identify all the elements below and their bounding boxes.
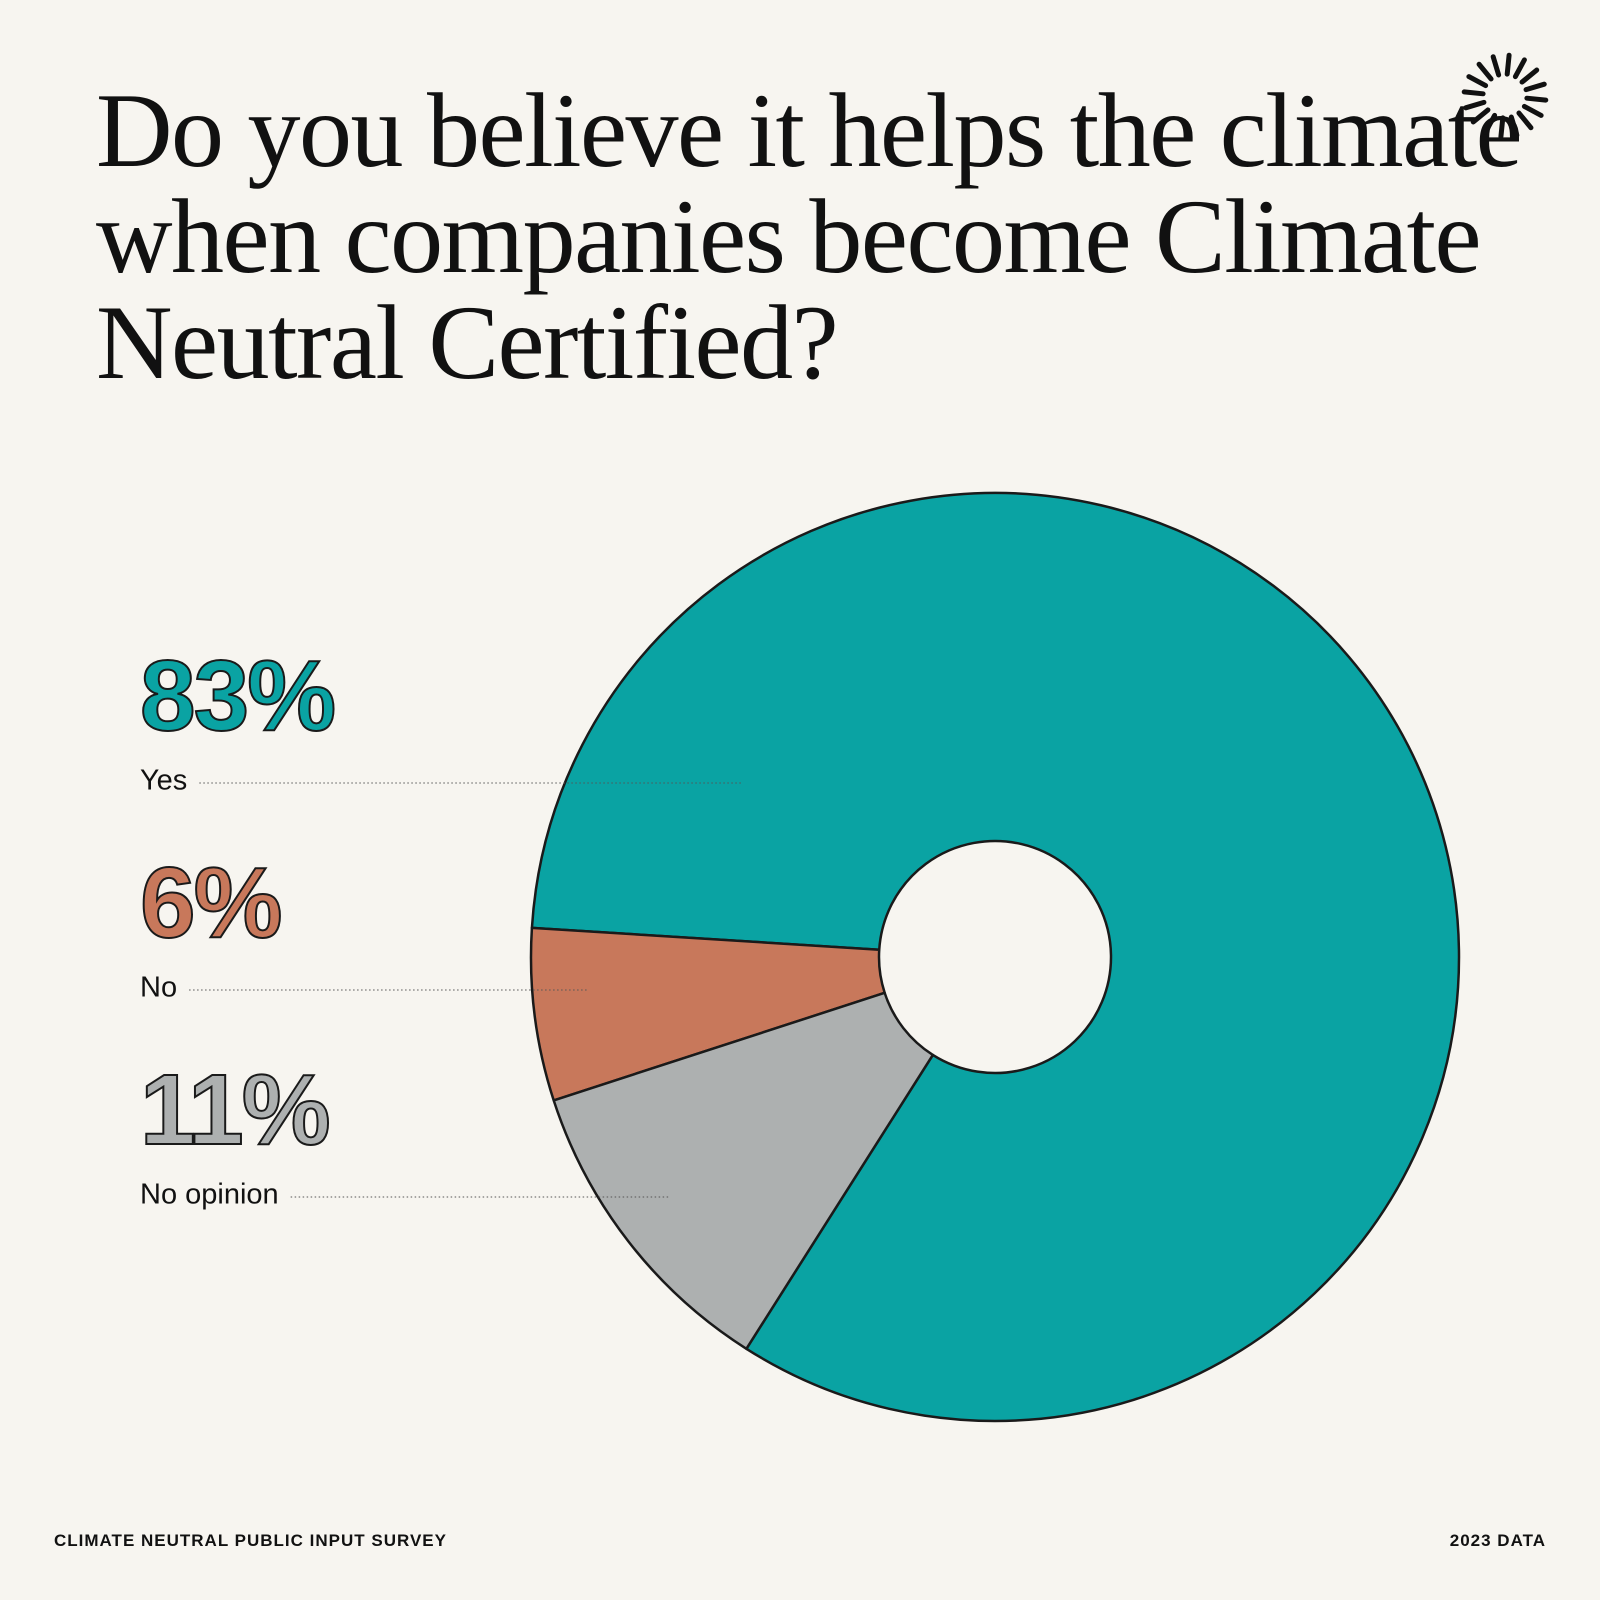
logo-ray [1498, 115, 1506, 140]
date-label: 2023 DATA [1450, 1531, 1546, 1550]
pie-slice [529, 926, 886, 1102]
logo [1461, 52, 1549, 140]
legend-label: No [140, 972, 177, 1004]
pie-slice [530, 491, 1461, 1423]
logo-ray [1521, 103, 1544, 118]
logo-ray [1466, 74, 1489, 89]
chart-title: Do you believe it helps the climate when… [96, 72, 1523, 401]
value-label: 83% [140, 640, 334, 752]
logo-ray [1523, 81, 1547, 93]
logo-ray [1463, 99, 1487, 111]
legend-label: Yes [140, 765, 187, 797]
logo-ray [1461, 89, 1486, 97]
pie-slice [552, 991, 935, 1351]
logo-ray [1490, 54, 1502, 78]
source: CLIMATE NEUTRAL PUBLIC INPUT SURVEY [54, 1531, 447, 1550]
logo-ray [1508, 114, 1520, 138]
logo-ray [1476, 61, 1494, 82]
logo-ray [1483, 112, 1498, 135]
logo-ray [1516, 110, 1534, 131]
value-label: 6% [140, 847, 281, 959]
legend-label: No opinion [140, 1179, 279, 1211]
logo-ray [1519, 67, 1540, 85]
logo-ray [1504, 52, 1512, 77]
logo-ray [1512, 57, 1527, 80]
logo-ray [1524, 95, 1549, 103]
value-label: 11% [140, 1054, 329, 1166]
logo-ray [1470, 107, 1491, 125]
